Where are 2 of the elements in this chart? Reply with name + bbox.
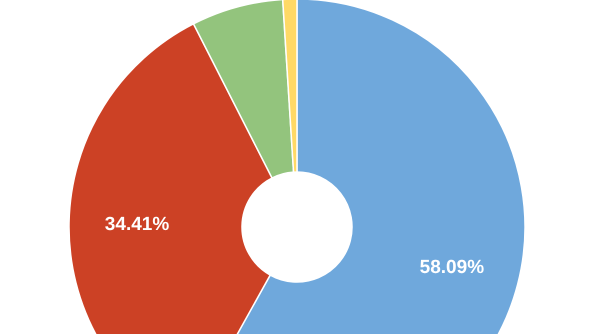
data-label: 34.41% [104,214,170,236]
data-label: 58.09% [420,257,484,278]
